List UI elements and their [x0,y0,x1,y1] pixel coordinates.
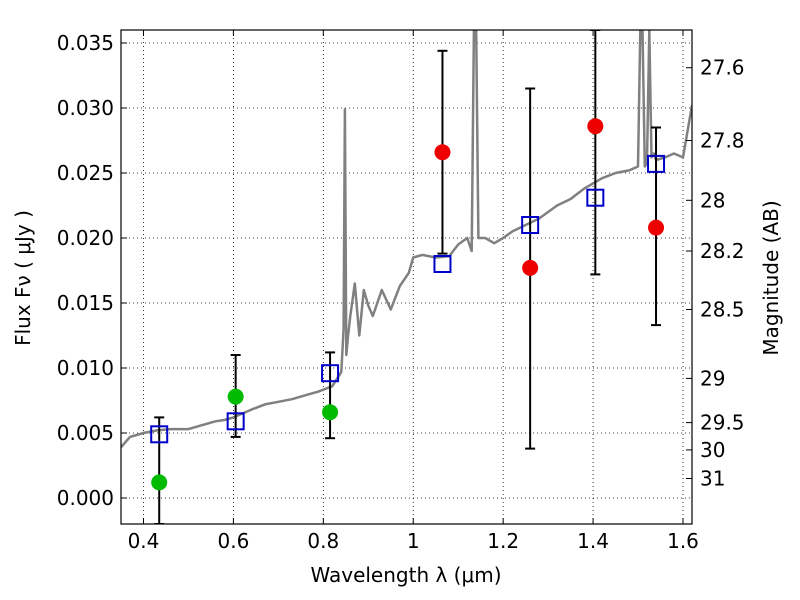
right-tick-label: 28 [700,188,725,212]
plot-frame [120,29,693,525]
square-marker [433,255,452,273]
green-point [322,404,339,421]
right-tick-label: 30 [700,438,725,462]
y-axis-label: Flux Fν ( μJy ) [11,210,35,346]
x-axis-label: Wavelength λ (μm) [310,563,501,587]
x-tick-label: 0.4 [128,529,160,553]
y-tick-label: 0.005 [57,421,114,445]
square-marker [226,412,245,431]
y-tick-label: 0.035 [57,31,114,55]
right-tick-label: 29.5 [700,411,745,435]
y-tick-label: 0.020 [57,226,114,250]
square-marker [150,425,169,444]
right-tick-label: 28.5 [700,298,745,322]
red-point [522,259,539,276]
error-bars [154,30,662,524]
square-marker [521,216,540,234]
square-marker [321,364,340,383]
x-tick-label: 1.6 [667,529,699,553]
y-tick-label: 0.010 [57,356,114,380]
green-point [151,474,168,491]
right-tick-label: 31 [700,467,725,491]
spectrum-line [121,30,692,449]
green-point [227,388,244,405]
y-tick-label: 0.030 [57,96,114,120]
y-tick-label: 0.015 [57,291,114,315]
x-tick-label: 0.6 [217,529,249,553]
x-tick-label: 0.8 [307,529,339,553]
x-tick-label: 1.4 [577,529,609,553]
right-tick-label: 29 [700,366,725,390]
right-tick-label: 27.6 [700,56,745,80]
x-tick-label: 1.2 [487,529,519,553]
red-point [587,118,604,135]
y-tick-label: 0.000 [57,486,114,510]
right-tick-label: 27.8 [700,129,745,153]
axis-ticks: 0.4 0.6 0.8 1 1.2 1.4 1.6 0.000 0.005 0.010 0.015 0… [57,30,745,553]
red-point [434,144,451,161]
y-tick-label: 0.025 [57,161,114,185]
square-marker [586,188,605,207]
data-markers [150,118,666,491]
model-spectrum [121,30,692,449]
square-marker [647,154,666,173]
red-point [648,219,665,236]
x-tick-label: 1 [407,529,420,553]
right-axis-label: Magnitude (AB) [759,200,783,355]
right-tick-label: 28.2 [700,239,745,263]
